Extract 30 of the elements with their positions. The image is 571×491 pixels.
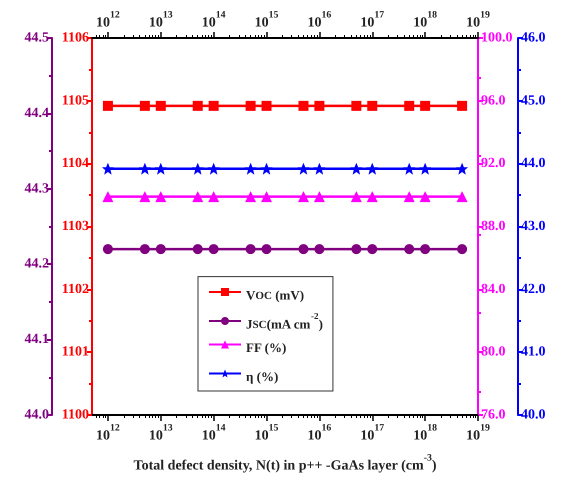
y-tick-label: 41.0 bbox=[521, 344, 546, 360]
y2-tick-label: 96.0 bbox=[481, 93, 506, 108]
y3-tick-label: 44.0 bbox=[24, 408, 49, 422]
y2-tick-label: 92.0 bbox=[481, 156, 506, 172]
y3-tick-label: 44.4 bbox=[24, 106, 49, 121]
y-tick-label: 45.0 bbox=[521, 93, 546, 108]
y-tick-label: 1102 bbox=[62, 282, 89, 297]
y3-tick-label: 44.3 bbox=[24, 181, 49, 196]
legend-label: VOC (mV) bbox=[246, 288, 304, 302]
y3-tick-label: 44.1 bbox=[24, 332, 49, 348]
y-tick-label: 1104 bbox=[62, 156, 89, 172]
y-tick-label: 1103 bbox=[62, 219, 89, 234]
y3-tick-label: 44.5 bbox=[24, 30, 49, 46]
y-tick-label: 1105 bbox=[62, 93, 89, 108]
y2-tick-label: 76.0 bbox=[481, 408, 506, 422]
y-tick-label: 1100 bbox=[62, 408, 89, 422]
legend-label: FF (%) bbox=[246, 340, 286, 355]
legend-label: η (%) bbox=[246, 369, 278, 384]
y-tick-label: 42.0 bbox=[521, 282, 546, 297]
y-tick-label: 1106 bbox=[62, 30, 89, 46]
y2-tick-label: 100.0 bbox=[481, 30, 512, 46]
y-tick-label: 40.0 bbox=[521, 408, 546, 422]
y-tick-label: 1101 bbox=[62, 344, 89, 360]
y3-tick-label: 44.2 bbox=[24, 256, 49, 272]
y2-tick-label: 80.0 bbox=[481, 344, 506, 360]
y-tick-label: 43.0 bbox=[521, 219, 546, 234]
y2-tick-label: 88.0 bbox=[481, 219, 506, 234]
y-tick-label: 44.0 bbox=[521, 156, 546, 172]
y-tick-label: 46.0 bbox=[521, 30, 546, 46]
y2-tick-label: 84.0 bbox=[481, 282, 506, 297]
